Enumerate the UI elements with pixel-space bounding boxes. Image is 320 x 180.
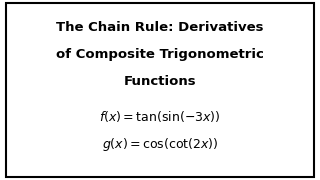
Text: of Composite Trigonometric: of Composite Trigonometric bbox=[56, 48, 264, 61]
Text: $g(x) = \cos(\cot(2x))$: $g(x) = \cos(\cot(2x))$ bbox=[102, 136, 218, 153]
Text: $f(x) = \tan(\sin(-3x))$: $f(x) = \tan(\sin(-3x))$ bbox=[99, 109, 221, 124]
Text: Functions: Functions bbox=[124, 75, 196, 88]
Text: The Chain Rule: Derivatives: The Chain Rule: Derivatives bbox=[56, 21, 264, 34]
